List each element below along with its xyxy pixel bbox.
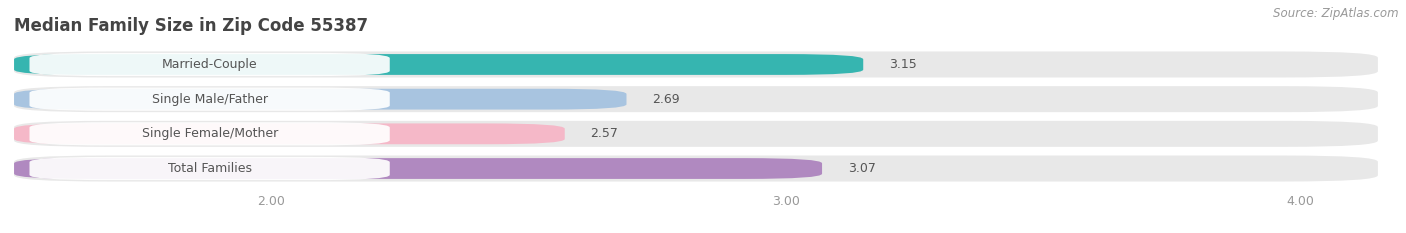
Text: Single Female/Mother: Single Female/Mother [142,127,278,140]
FancyBboxPatch shape [14,89,627,110]
Text: 2.69: 2.69 [652,93,681,106]
Text: 3.15: 3.15 [889,58,917,71]
FancyBboxPatch shape [14,123,565,144]
FancyBboxPatch shape [14,54,863,75]
FancyBboxPatch shape [14,158,823,179]
FancyBboxPatch shape [14,86,1378,112]
FancyBboxPatch shape [14,155,1378,182]
Text: 3.07: 3.07 [848,162,876,175]
FancyBboxPatch shape [30,122,389,145]
Text: Median Family Size in Zip Code 55387: Median Family Size in Zip Code 55387 [14,17,368,35]
Text: 2.57: 2.57 [591,127,619,140]
Text: Single Male/Father: Single Male/Father [152,93,267,106]
FancyBboxPatch shape [14,121,1378,147]
FancyBboxPatch shape [30,157,389,180]
FancyBboxPatch shape [30,88,389,111]
Text: Married-Couple: Married-Couple [162,58,257,71]
FancyBboxPatch shape [30,53,389,76]
Text: Source: ZipAtlas.com: Source: ZipAtlas.com [1274,7,1399,20]
Text: Total Families: Total Families [167,162,252,175]
FancyBboxPatch shape [14,51,1378,78]
